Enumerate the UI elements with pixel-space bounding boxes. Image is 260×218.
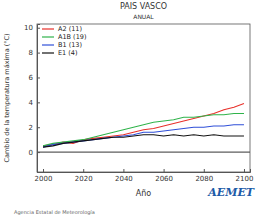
series-line (43, 104, 244, 146)
tick-mark (37, 53, 40, 54)
tick: 0 (29, 149, 40, 157)
tick-label: 6 (29, 74, 34, 82)
tick-mark (123, 169, 124, 172)
legend-label: A2 (11) (58, 25, 82, 33)
tick-label: 0 (29, 149, 33, 157)
legend-swatch (42, 44, 54, 45)
tick: 2 (29, 124, 40, 132)
tick: 2020 (75, 169, 93, 183)
tick-mark (43, 169, 44, 172)
tick-mark (37, 77, 40, 78)
tick-mark (37, 152, 40, 153)
legend-label: E1 (4) (58, 49, 78, 57)
tick-mark (83, 169, 84, 172)
tick: 2040 (115, 169, 133, 183)
tick-label: 2040 (115, 175, 133, 183)
tick-label: 4 (29, 99, 34, 107)
tick-mark (244, 169, 245, 172)
logo: AEMET (207, 186, 254, 199)
tick-mark (37, 28, 40, 29)
tick: 2100 (236, 169, 254, 183)
zero-line (37, 152, 250, 153)
tick-label: 2 (29, 124, 33, 132)
tick-label: 2100 (236, 175, 254, 183)
tick-mark (37, 127, 40, 128)
tick-label: 2060 (155, 175, 173, 183)
legend-label: A1B (19) (58, 33, 86, 41)
x-axis: 2000 2020 2040 2060 2080 2100 (35, 169, 254, 183)
tick-label: 2020 (75, 175, 93, 183)
axis-line (38, 25, 41, 173)
tick-label: 10 (24, 24, 33, 32)
legend: A2 (11)A1B (19)B1 (13)E1 (4) (42, 25, 86, 57)
tick: 4 (29, 99, 40, 107)
tick-mark (204, 169, 205, 172)
plot-frame (37, 24, 250, 172)
series-line (43, 135, 244, 147)
y-axis: 0 2 4 6 8 10 (24, 24, 40, 172)
plot-area (43, 104, 244, 148)
legend-swatch (42, 28, 54, 29)
legend-swatch (42, 52, 54, 53)
tick: 8 (29, 49, 40, 57)
chart: PAIS VASCOANUAL2000202020402060208021000… (0, 0, 260, 218)
tick: 6 (29, 74, 40, 82)
tick: 2080 (195, 169, 213, 183)
tick-label: 2000 (35, 175, 53, 183)
x-axis-title: Año (136, 189, 152, 198)
tick-label: 8 (29, 49, 33, 57)
tick: 2060 (155, 169, 173, 183)
y-axis-title: Cambio de la temperatura máxima (°C) (3, 33, 11, 162)
tick: 10 (24, 24, 40, 32)
tick-mark (164, 169, 165, 172)
legend-label: B1 (13) (58, 41, 82, 49)
credit: Agencia Estatal de Meteorología (14, 209, 95, 216)
tick-mark (37, 102, 40, 103)
series-line (43, 125, 244, 147)
series-line (43, 114, 244, 146)
tick-label: 2080 (195, 175, 213, 183)
title: PAIS VASCO (120, 2, 167, 11)
subtitle: ANUAL (133, 13, 154, 20)
legend-swatch (42, 36, 54, 37)
